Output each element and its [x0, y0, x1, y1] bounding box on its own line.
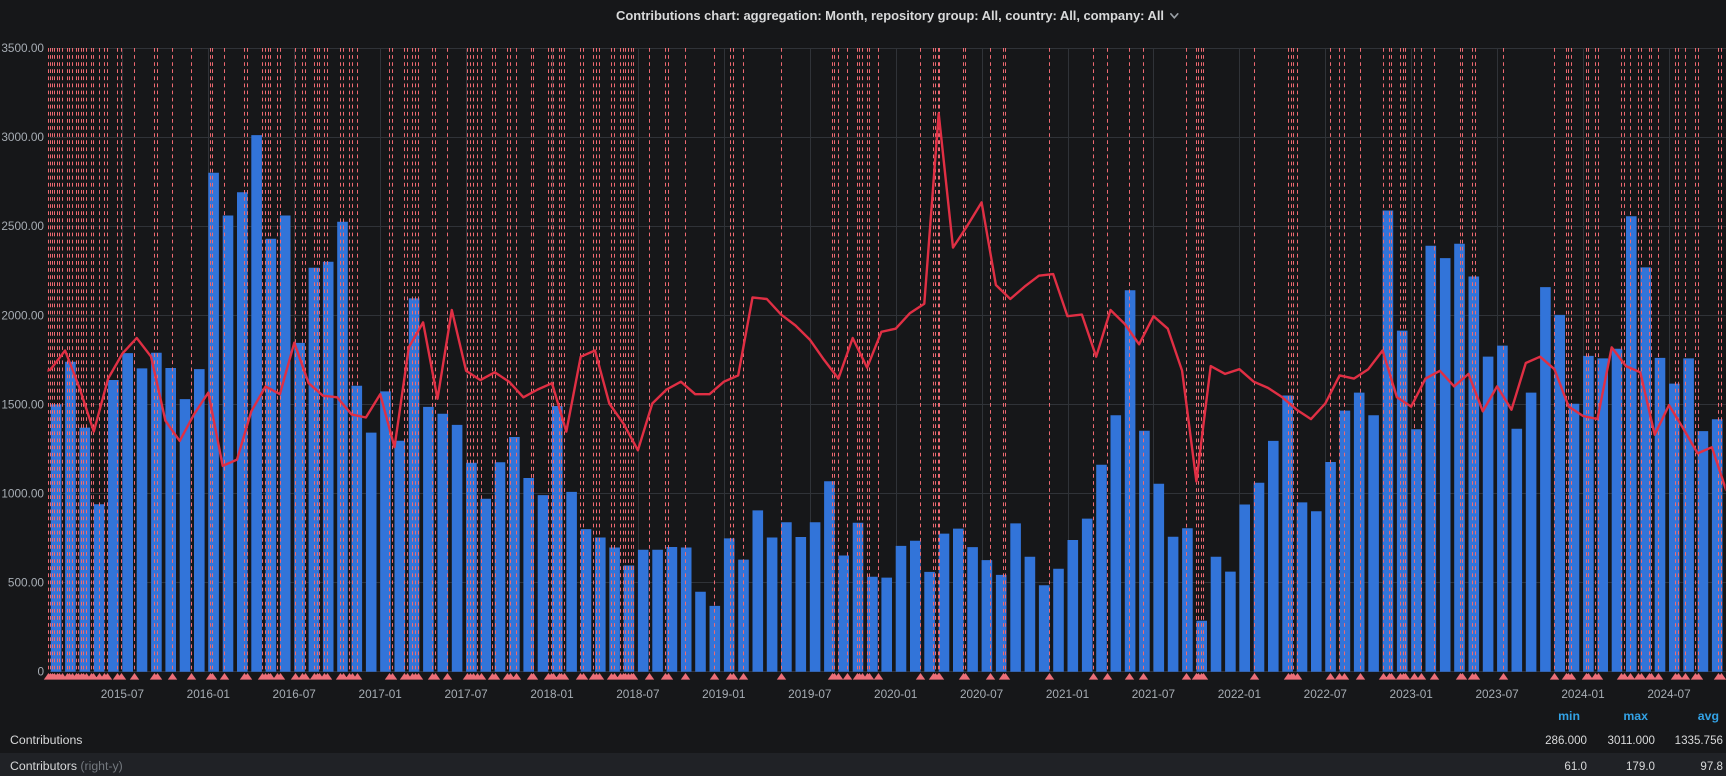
svg-text:286.000: 286.000	[1545, 734, 1587, 747]
svg-text:2016-01: 2016-01	[187, 687, 230, 701]
svg-text:2023-07: 2023-07	[1475, 687, 1518, 701]
svg-text:3000.00: 3000.00	[1, 130, 44, 144]
svg-text:2016-07: 2016-07	[273, 687, 316, 701]
svg-text:2021-01: 2021-01	[1046, 687, 1089, 701]
svg-text:2021-07: 2021-07	[1132, 687, 1175, 701]
svg-text:2017-07: 2017-07	[444, 687, 487, 701]
svg-text:2019-01: 2019-01	[702, 687, 745, 701]
svg-text:500.00: 500.00	[8, 576, 45, 590]
svg-text:2020-01: 2020-01	[874, 687, 917, 701]
svg-text:2020-07: 2020-07	[960, 687, 1003, 701]
svg-text:2022-07: 2022-07	[1304, 687, 1347, 701]
svg-text:1500.00: 1500.00	[1, 397, 44, 411]
svg-text:avg: avg	[1698, 709, 1719, 723]
svg-text:min: min	[1558, 709, 1580, 723]
svg-text:1000.00: 1000.00	[1, 487, 44, 501]
svg-text:2015-07: 2015-07	[101, 687, 144, 701]
svg-text:0: 0	[37, 665, 44, 679]
svg-text:2500.00: 2500.00	[1, 219, 44, 233]
svg-text:Contributions: Contributions	[10, 733, 82, 747]
svg-text:2018-01: 2018-01	[530, 687, 573, 701]
svg-text:Contributions chart: aggregati: Contributions chart: aggregation: Month,…	[616, 8, 1164, 23]
svg-text:2022-01: 2022-01	[1218, 687, 1261, 701]
svg-text:61.0: 61.0	[1564, 760, 1587, 773]
svg-text:97.8: 97.8	[1700, 760, 1723, 773]
svg-text:3500.00: 3500.00	[1, 41, 44, 55]
svg-text:3011.000: 3011.000	[1608, 734, 1656, 747]
svg-text:2023-01: 2023-01	[1390, 687, 1433, 701]
svg-text:179.0: 179.0	[1626, 760, 1655, 773]
svg-text:2024-07: 2024-07	[1647, 687, 1690, 701]
svg-text:1335.756: 1335.756	[1675, 734, 1723, 747]
svg-text:2000.00: 2000.00	[1, 308, 44, 322]
svg-text:2024-01: 2024-01	[1561, 687, 1604, 701]
svg-text:max: max	[1623, 709, 1648, 723]
svg-text:2019-07: 2019-07	[788, 687, 831, 701]
svg-text:Contributors (right-y): Contributors (right-y)	[10, 759, 123, 773]
svg-text:2017-01: 2017-01	[359, 687, 402, 701]
svg-text:2018-07: 2018-07	[616, 687, 659, 701]
